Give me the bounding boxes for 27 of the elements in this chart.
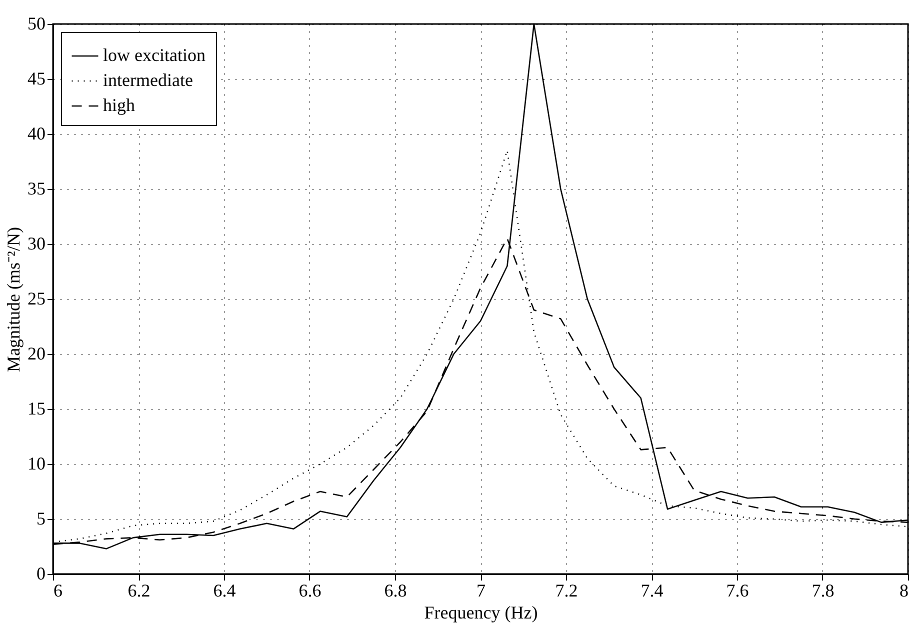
x-tick-label: 7	[476, 580, 486, 600]
y-tick-label: 10	[28, 454, 46, 474]
x-tick-label: 6	[54, 580, 62, 600]
y-axis-title: Magnitude (ms⁻²/N)	[4, 227, 24, 372]
x-axis-title: Frequency (Hz)	[424, 602, 538, 622]
x-tick-label: 6.4	[213, 580, 236, 600]
legend-label: intermediate	[103, 70, 193, 90]
y-tick-label: 25	[28, 288, 46, 308]
y-tick-label: 35	[28, 178, 46, 198]
y-tick-label: 20	[28, 344, 46, 364]
x-tick-label: 7.2	[555, 580, 578, 600]
x-tick-label: 6.2	[128, 580, 150, 600]
legend-label: high	[103, 95, 136, 115]
x-tick-label: 7.4	[640, 580, 664, 600]
y-tick-label: 0	[36, 564, 46, 584]
legend-label: low excitation	[103, 45, 206, 65]
y-tick-label: 45	[28, 68, 46, 88]
x-tick-label: 6.6	[298, 580, 322, 600]
y-tick-label: 5	[36, 508, 46, 528]
x-tick-label: 7.6	[726, 580, 749, 600]
y-tick-label: 15	[28, 398, 46, 418]
y-tick-label: 40	[28, 124, 46, 144]
x-tick-label: 8	[900, 580, 908, 600]
y-tick-label: 50	[28, 14, 46, 34]
y-tick-label: 30	[28, 234, 46, 254]
x-tick-label: 6.8	[384, 580, 407, 600]
x-tick-label: 7.8	[812, 580, 834, 600]
